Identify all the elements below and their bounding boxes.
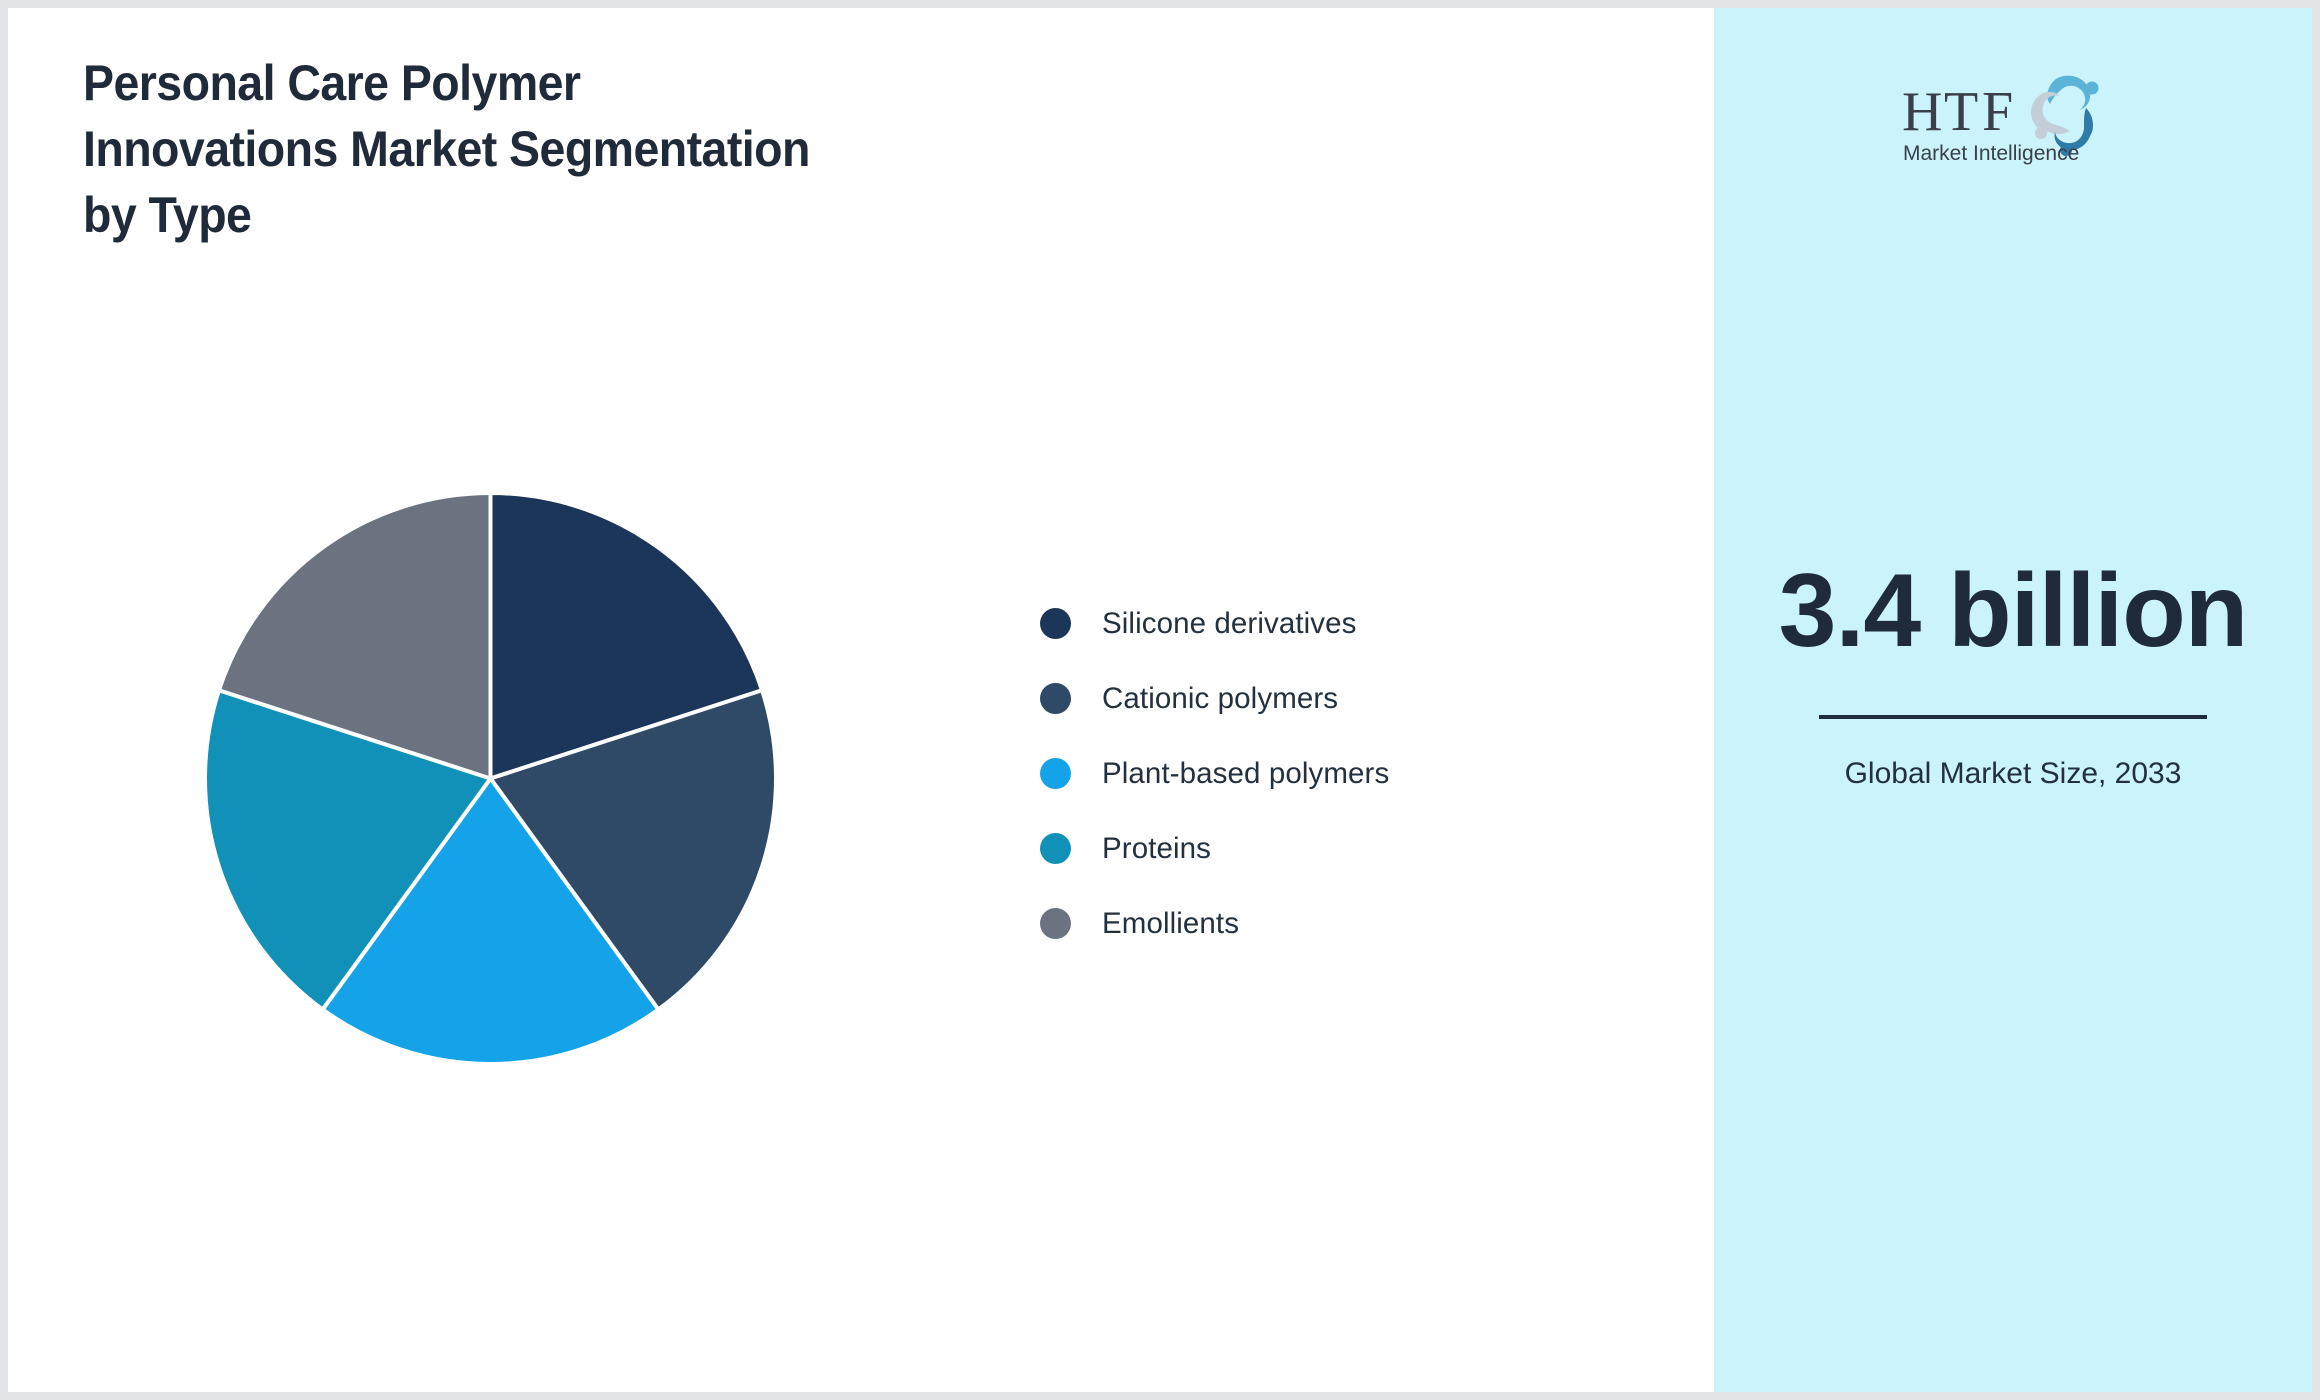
page-title: Personal Care Polymer Innovations Market… (83, 55, 810, 243)
brand-logo: H T F Market Intelligence (1898, 68, 2128, 166)
legend-item-proteins[interactable]: Proteins (1040, 811, 1600, 886)
stat-caption: Global Market Size, 2033 (1844, 757, 2182, 791)
stat-panel: H T F Market Intelligence 3.4 billion Gl… (1714, 8, 2312, 1392)
svg-text:F: F (1982, 81, 2014, 143)
pie-slice[interactable] (320, 776, 661, 1066)
legend-item-emollients[interactable]: Emollients (1040, 886, 1600, 961)
stat-divider (1819, 715, 2207, 720)
stat-value: 3.4 billion (1778, 553, 2249, 669)
pie-slice[interactable] (203, 688, 493, 1012)
pie-slice[interactable] (488, 491, 765, 781)
chart-panel: Personal Care Polymer Innovations Market… (8, 8, 1714, 1392)
pie-chart (203, 491, 778, 1066)
pie-slice[interactable] (488, 688, 778, 1012)
pie-chart-svg (203, 491, 778, 1066)
legend-swatch-icon (1040, 908, 1071, 939)
chart-legend: Silicone derivatives Cationic polymers P… (1040, 586, 1600, 961)
svg-text:T: T (1944, 81, 1979, 143)
logo-tagline: Market Intelligence (1903, 142, 2079, 165)
legend-item-label: Silicone derivatives (1102, 606, 1357, 640)
legend-item-silicone-derivatives[interactable]: Silicone derivatives (1040, 586, 1600, 661)
legend-swatch-icon (1040, 683, 1071, 714)
htf-swirl-logo-icon: H T F Market Intelligence (1902, 75, 2099, 165)
legend-swatch-icon (1040, 758, 1071, 789)
legend-item-cationic-polymers[interactable]: Cationic polymers (1040, 661, 1600, 736)
legend-item-label: Cationic polymers (1102, 681, 1339, 715)
legend-item-label: Proteins (1102, 831, 1212, 865)
legend-item-label: Emollients (1102, 906, 1240, 940)
legend-swatch-icon (1040, 833, 1071, 864)
stat-block: 3.4 billion Global Market Size, 2033 (1714, 556, 2312, 795)
pie-slice[interactable] (216, 491, 493, 781)
legend-item-plant-based-polymers[interactable]: Plant-based polymers (1040, 736, 1600, 811)
legend-swatch-icon (1040, 608, 1071, 639)
svg-text:H: H (1902, 81, 1943, 143)
legend-item-label: Plant-based polymers (1102, 756, 1390, 790)
